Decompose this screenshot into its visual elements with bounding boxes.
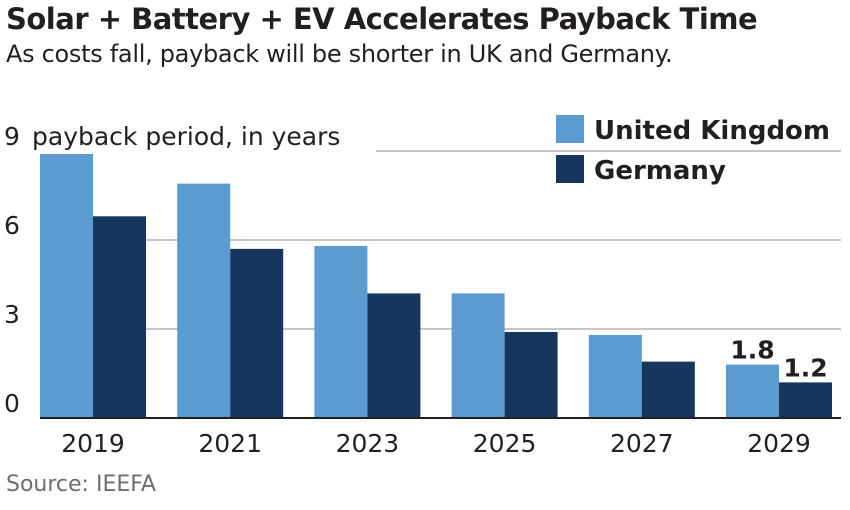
source-note: Source: IEEFA: [6, 472, 156, 497]
y-tick-label: 6: [4, 211, 20, 240]
bar-united-kingdom-2023: [314, 245, 368, 418]
chart-title: Solar + Battery + EV Accelerates Payback…: [6, 2, 758, 36]
bar-united-kingdom-2025: [451, 293, 505, 418]
x-tick-label: 2027: [610, 429, 674, 458]
bar-united-kingdom-2027: [588, 334, 642, 418]
y-axis-label: payback period, in years: [32, 122, 340, 151]
data-label-germany-2029: 1.2: [783, 353, 827, 382]
x-tick-label: 2019: [61, 429, 125, 458]
bar-united-kingdom-2019: [40, 153, 93, 418]
y-tick-label: 0: [4, 389, 20, 418]
x-tick-label: 2025: [473, 429, 537, 458]
legend-swatch-united-kingdom: [556, 115, 584, 143]
data-label-united-kingdom-2029: 1.8: [730, 336, 774, 365]
x-tick-label: 2023: [336, 429, 400, 458]
legend-label-germany: Germany: [594, 156, 726, 186]
bar-united-kingdom-2021: [177, 183, 231, 418]
x-tick-label: 2021: [198, 429, 262, 458]
bar-united-kingdom-2029: [726, 364, 779, 418]
bar-germany-2023: [367, 293, 421, 418]
y-tick-label: 9: [4, 122, 20, 151]
legend-swatch-germany: [556, 155, 584, 183]
y-tick-label: 3: [4, 300, 20, 329]
bar-germany-2025: [504, 331, 558, 418]
legend-label-united-kingdom: United Kingdom: [594, 116, 830, 146]
bar-germany-2019: [93, 216, 146, 418]
bar-germany-2027: [641, 361, 695, 418]
bar-germany-2021: [230, 248, 284, 418]
x-tick-label: 2029: [747, 429, 811, 458]
bar-germany-2029: [779, 382, 832, 418]
chart-subtitle: As costs fall, payback will be shorter i…: [6, 40, 673, 68]
